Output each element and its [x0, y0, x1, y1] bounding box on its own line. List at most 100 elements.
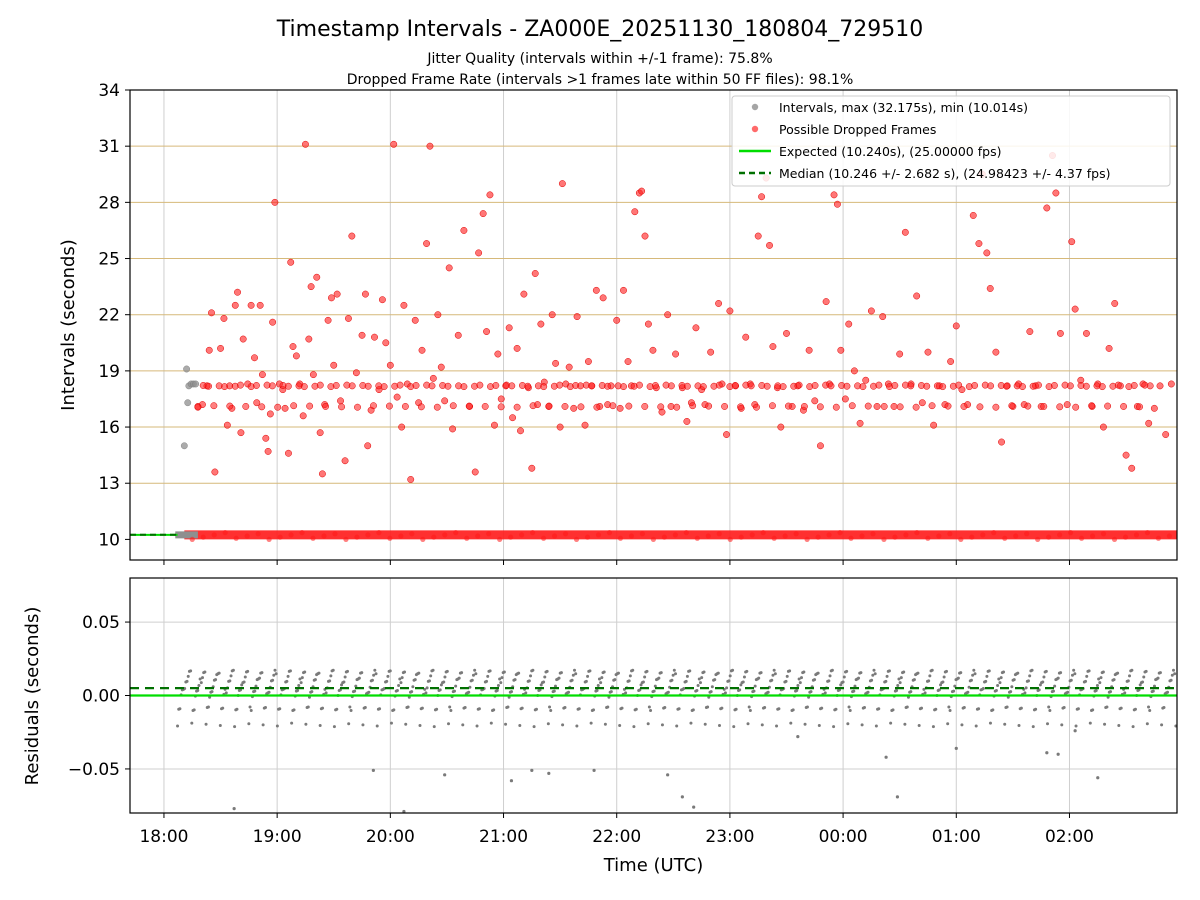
- band-speckle: [1068, 530, 1074, 536]
- band-speckle: [617, 535, 624, 541]
- residual-point: [600, 676, 604, 680]
- residual-point: [313, 678, 317, 682]
- dropped-frame-point: [983, 249, 991, 257]
- residual-point: [691, 708, 695, 712]
- residual-point: [425, 686, 429, 690]
- dropped-frame-point: [205, 382, 213, 390]
- dropped-frame-point: [907, 382, 915, 390]
- residual-point: [830, 668, 834, 672]
- residual-point: [877, 707, 881, 711]
- residual-point: [575, 724, 579, 728]
- residual-point: [696, 684, 700, 688]
- residual-point: [418, 723, 422, 727]
- residual-point: [1171, 668, 1175, 672]
- band-speckle: [332, 531, 338, 537]
- dropped-frame-point: [944, 402, 952, 410]
- dropped-frame-point: [292, 352, 300, 360]
- residual-point: [186, 674, 190, 678]
- dropped-frame-point: [649, 346, 657, 354]
- dropped-frame-point: [400, 301, 408, 309]
- dropped-frame-point: [465, 402, 473, 410]
- dropped-frame-point: [348, 232, 356, 240]
- dropped-frame-point: [290, 402, 298, 410]
- residual-point: [176, 724, 180, 728]
- dropped-frame-point: [726, 307, 734, 315]
- residual-point: [700, 676, 704, 680]
- residual-point: [613, 678, 617, 682]
- residual-point: [386, 674, 390, 678]
- top-ytick-label-34: 34: [98, 81, 120, 101]
- dropped-frame-point: [211, 468, 219, 476]
- residual-point: [329, 674, 333, 678]
- residual-point: [321, 706, 325, 710]
- residual-point: [361, 723, 365, 727]
- residual-point: [275, 724, 279, 728]
- dropped-frame-point: [599, 294, 607, 302]
- residual-point: [898, 681, 902, 685]
- dropped-frame-point: [879, 313, 887, 321]
- residual-point: [427, 679, 431, 683]
- band-speckle: [584, 534, 591, 540]
- residual-point: [457, 676, 461, 680]
- dropped-frame-point: [454, 331, 462, 339]
- bottom-ytick-label-2: −0.05: [68, 760, 120, 780]
- residual-point: [969, 678, 973, 682]
- residual-point: [710, 685, 714, 689]
- residual-outlier-point: [1096, 776, 1100, 780]
- residual-outlier-point: [402, 809, 406, 814]
- top-panel-reference-lines: [130, 530, 1177, 543]
- residual-point: [1173, 672, 1177, 676]
- dropped-frame-point: [284, 382, 292, 390]
- residual-point: [198, 677, 202, 681]
- dropped-frame-point: [758, 193, 766, 201]
- residual-point: [438, 688, 442, 692]
- residual-point: [432, 725, 436, 729]
- dropped-frame-point: [251, 354, 258, 362]
- residual-point: [1105, 705, 1109, 709]
- dropped-frame-point: [242, 403, 250, 410]
- residual-point: [631, 668, 635, 672]
- dropped-frame-point: [426, 142, 434, 150]
- top-ytick-label-13: 13: [98, 474, 120, 494]
- legend-label-2: Expected (10.240s), (25.00000 fps): [779, 144, 1001, 159]
- residual-point: [799, 676, 803, 680]
- band-speckle: [859, 533, 865, 539]
- residual-point: [1170, 673, 1174, 677]
- residual-point: [400, 676, 404, 680]
- residual-point: [572, 668, 576, 672]
- dropped-frame-point: [657, 403, 665, 411]
- dropped-frame-point: [577, 403, 585, 411]
- dropped-frame-point: [913, 292, 921, 300]
- dropped-frame-point: [269, 318, 277, 326]
- residual-point: [703, 722, 707, 726]
- residual-point: [1138, 683, 1142, 687]
- residual-point: [243, 675, 247, 679]
- dropped-frame-point: [337, 397, 344, 405]
- residual-point: [467, 690, 471, 694]
- residual-point: [539, 683, 543, 687]
- residual-point: [218, 723, 222, 727]
- residual-point: [1123, 691, 1127, 695]
- dropped-frame-point: [592, 286, 600, 294]
- residual-point: [813, 678, 817, 682]
- residual-point: [354, 684, 358, 688]
- residual-point: [641, 680, 645, 684]
- residual-point: [1070, 673, 1074, 677]
- dropped-frame-point: [437, 363, 445, 371]
- dropped-frame-point: [332, 382, 340, 389]
- dropped-frame-point: [210, 402, 218, 410]
- residual-point: [942, 675, 946, 679]
- band-speckle: [936, 533, 942, 539]
- dropped-frame-point: [565, 363, 573, 371]
- residual-point: [947, 705, 951, 709]
- dropped-frame-point: [476, 381, 484, 389]
- dropped-frame-point: [783, 329, 790, 337]
- residual-point: [853, 684, 857, 688]
- dropped-frame-point: [1024, 402, 1032, 410]
- residual-point: [461, 723, 465, 727]
- residual-point: [532, 725, 536, 729]
- residual-point: [372, 673, 376, 677]
- residual-point: [468, 685, 472, 689]
- dropped-frame-point: [875, 381, 883, 389]
- interval-point: [184, 399, 192, 407]
